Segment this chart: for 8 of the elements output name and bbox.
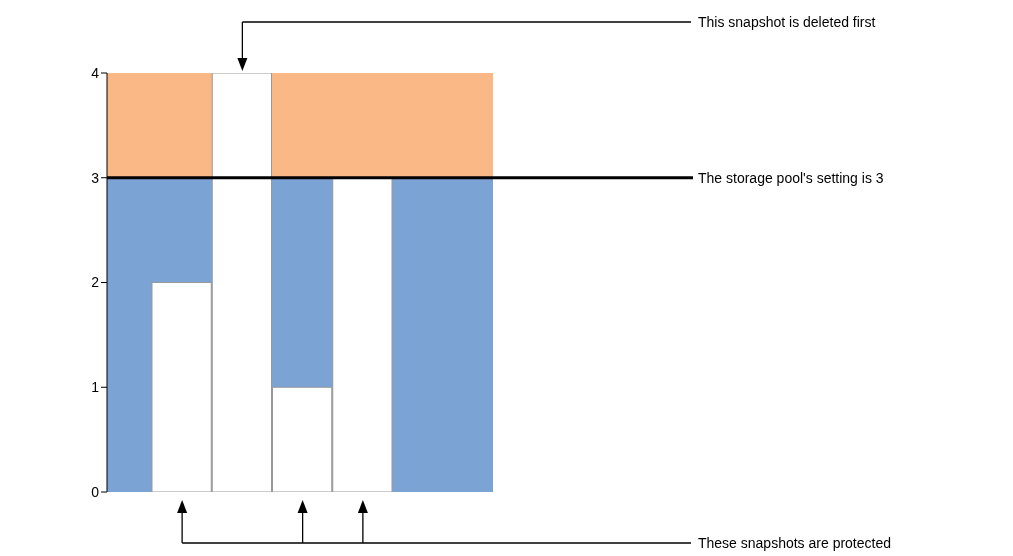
y-tick-label: 0 <box>91 483 100 500</box>
y-tick-label: 3 <box>91 169 100 186</box>
ref-line-label: The storage pool's setting is 3 <box>698 169 884 186</box>
y-tick-label: 2 <box>91 274 100 291</box>
y-tick-label: 1 <box>91 379 100 396</box>
y-tick-label: 4 <box>91 64 100 81</box>
text: This snapshot is deleted first <box>698 14 876 30</box>
text: These snapshots are protected <box>698 535 892 551</box>
